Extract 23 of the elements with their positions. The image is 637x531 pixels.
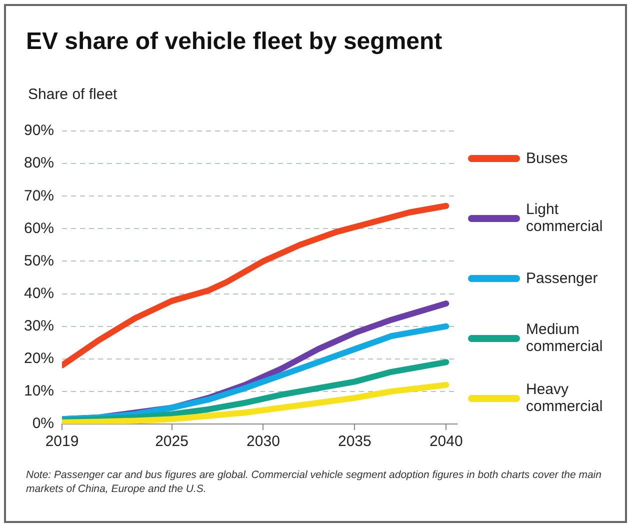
y-tick-label: 50%: [24, 252, 54, 270]
legend-label: Light commercial: [526, 201, 604, 235]
y-tick-label: 40%: [24, 284, 54, 302]
y-tick-label: 20%: [24, 350, 54, 368]
y-tick-label: 30%: [24, 317, 54, 334]
text: Note: Passenger car and bus figures are global. Commercial vehicle segment adoption figures in both charts cover the main markets of China, Europe and the U.S.: [26, 468, 602, 496]
y-tick-label: 80%: [24, 154, 54, 172]
x-tick-label: 2030: [246, 433, 280, 450]
chart-title: EV share of vehicle fleet by segment: [26, 28, 442, 56]
y-tick-label: 70%: [24, 187, 54, 204]
y-tick-label: 90%: [24, 122, 54, 140]
legend-label: Heavy commercial: [526, 381, 604, 415]
x-tick-label: 2025: [155, 433, 188, 450]
y-tick-label: 60%: [24, 220, 54, 237]
x-tick-label: 2019: [45, 433, 79, 450]
x-tick-label: 2040: [429, 433, 463, 450]
y-axis-title: Share of fleet: [28, 86, 118, 103]
legend-label: Buses: [526, 150, 569, 166]
y-tick-label: 0%: [32, 415, 54, 432]
legend-label: Medium commercial: [526, 321, 604, 355]
x-tick-label: 2035: [338, 433, 372, 450]
legend-label: Passenger: [526, 270, 599, 286]
y-tick-label: 10%: [24, 382, 54, 400]
